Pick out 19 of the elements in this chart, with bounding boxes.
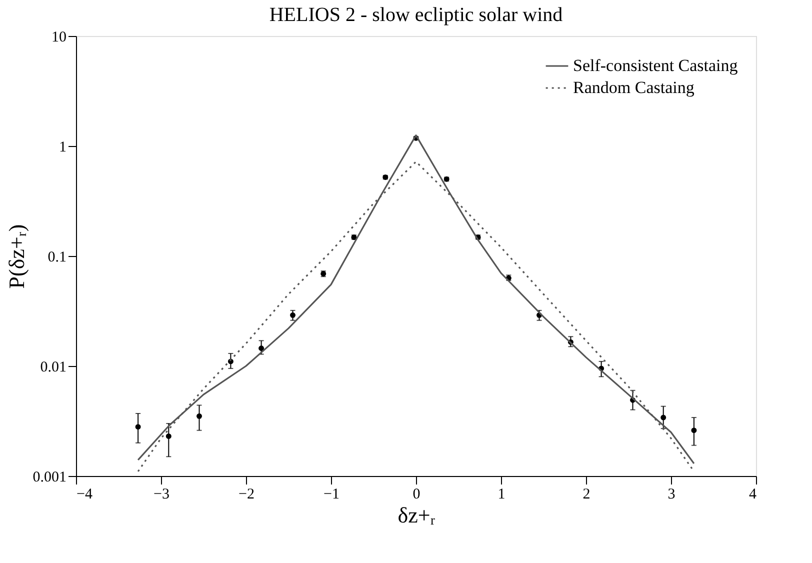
x-tick-label: −3 [154,486,170,502]
x-tick-label: −1 [324,486,340,502]
x-tick-label: −4 [76,486,93,502]
y-axis-title: P(δz+ᵣ) [4,224,29,289]
y-tick-label: 0.01 [40,360,66,376]
x-tick-label: 1 [498,486,506,502]
legend-label: Random Castaing [573,78,695,97]
x-axis-title: δz+ᵣ [398,502,436,528]
x-tick-label: 0 [412,486,420,502]
x-tick-label: 4 [749,486,757,502]
y-tick-label: 1 [59,140,66,156]
chart-title: HELIOS 2 - slow ecliptic solar wind [269,4,563,26]
y-tick-label: 0.001 [32,470,66,486]
y-tick-label: 10 [52,30,66,46]
x-tick-label: −2 [238,486,254,502]
legend-label: Self-consistent Castaing [573,56,738,75]
x-tick-label: 2 [582,486,590,502]
y-tick-label: 0.1 [48,250,66,266]
x-tick-label: 3 [668,486,676,502]
